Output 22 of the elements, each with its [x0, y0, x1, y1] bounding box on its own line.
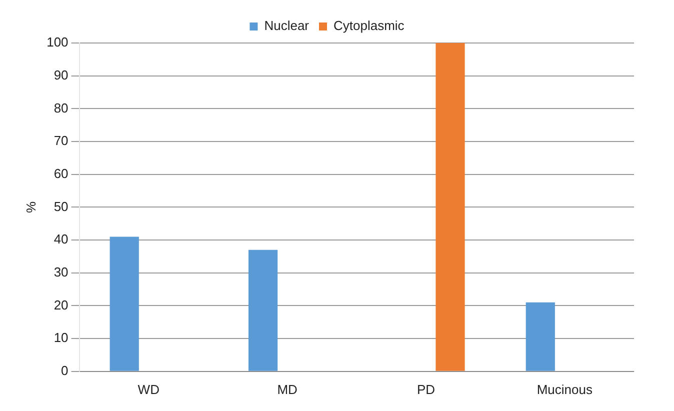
legend-label: Nuclear — [264, 18, 310, 34]
y-tick-label: 40 — [54, 232, 68, 247]
y-axis-title: % — [23, 200, 38, 213]
y-tick-label: 20 — [54, 297, 68, 312]
y-tick-label: 10 — [54, 330, 68, 346]
y-tick-label: 80 — [54, 100, 68, 116]
bar — [110, 236, 139, 371]
y-tick-label: 60 — [54, 166, 68, 181]
y-tick-label: 0 — [61, 362, 68, 378]
x-tick-label: Mucinous — [536, 382, 593, 397]
bar — [436, 43, 465, 371]
y-tick-label: 100 — [46, 34, 68, 50]
bar — [526, 302, 555, 371]
legend-label: Cytoplasmic — [334, 18, 405, 34]
y-tick-label: 30 — [54, 264, 68, 280]
y-tick-label: 70 — [54, 133, 68, 148]
x-tick-label: WD — [138, 382, 160, 397]
x-tick-label: MD — [277, 382, 298, 397]
bar — [248, 250, 278, 371]
y-tick-label: 50 — [54, 198, 68, 214]
y-tick-label: 90 — [54, 67, 68, 82]
x-tick-label: PD — [416, 382, 436, 397]
